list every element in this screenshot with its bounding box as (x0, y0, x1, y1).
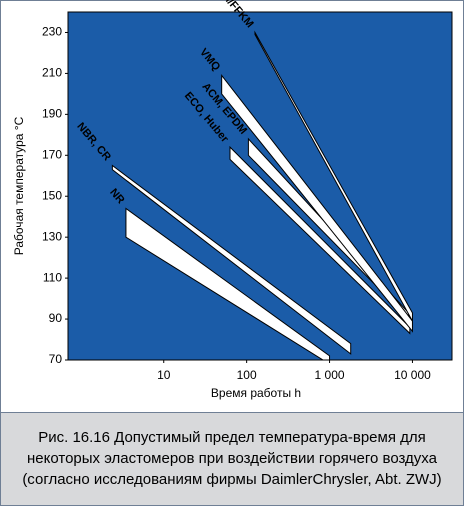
y-tick-label: 90 (49, 311, 63, 325)
y-axis-label: Рабочая температура °C (12, 116, 26, 255)
band (254, 30, 413, 322)
plot-border (67, 11, 453, 361)
x-axis-label: Время работы h (211, 386, 301, 400)
y-tick-label: 210 (42, 66, 62, 80)
x-tick-label: 10 (157, 368, 171, 382)
y-tick-label: 70 (49, 352, 63, 366)
band (111, 164, 352, 355)
y-tick-label: 170 (42, 147, 62, 161)
band (125, 207, 331, 360)
x-tick-label: 1 000 (315, 368, 345, 382)
y-tick-label: 110 (43, 270, 62, 284)
x-tick-label: 10 000 (394, 368, 431, 382)
y-tick-label: 190 (42, 107, 62, 121)
y-tick-label: 150 (42, 188, 62, 202)
x-tick-label: 100 (237, 368, 257, 382)
plot-layer (111, 30, 413, 360)
y-tick-label: 130 (42, 229, 62, 243)
caption: Рис. 16.16 Допустимый предел температура… (1, 412, 463, 505)
chart: Время работы h Рабочая температура °C 70… (12, 0, 453, 400)
y-tick-label: 230 (42, 25, 62, 39)
